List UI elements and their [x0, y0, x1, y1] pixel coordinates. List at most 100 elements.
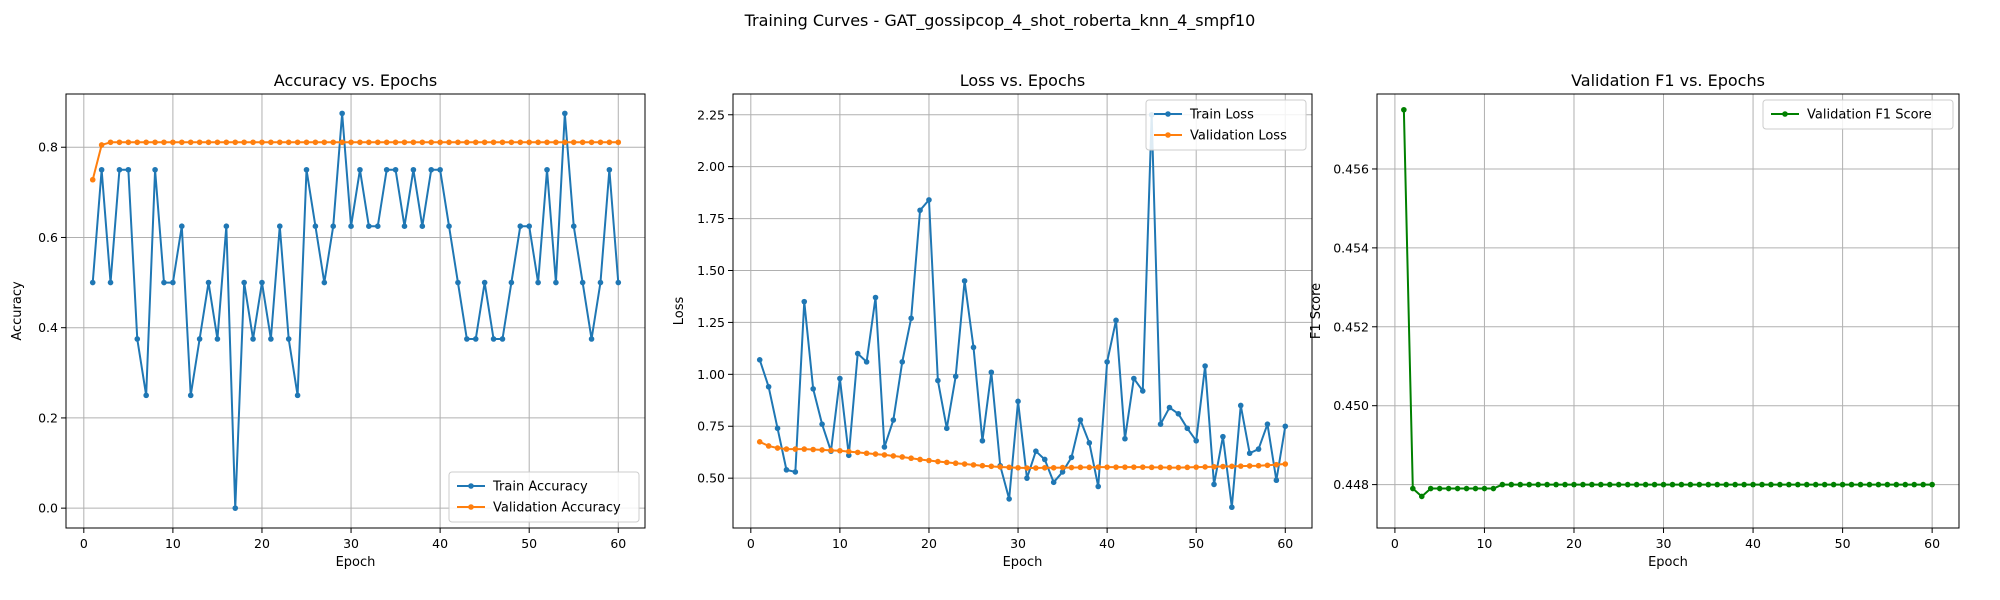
data-point [348, 223, 354, 229]
legend-frame [1145, 99, 1307, 151]
data-point [1517, 481, 1524, 488]
data-point [383, 139, 390, 146]
data-point [863, 450, 870, 457]
plot-frame [732, 93, 1313, 529]
data-point [1157, 464, 1164, 471]
data-point [241, 139, 247, 146]
data-point [1902, 481, 1909, 488]
data-point [1015, 464, 1021, 471]
data-point [116, 166, 123, 173]
x-tick-label: 60 [610, 536, 626, 551]
data-point [1615, 481, 1622, 488]
data-point [374, 223, 381, 229]
data-point [1006, 464, 1012, 471]
data-point [588, 336, 595, 342]
data-point [383, 166, 390, 173]
x-axis-label: Epoch [336, 555, 376, 570]
data-point [357, 166, 363, 173]
data-point [570, 223, 577, 229]
data-point [508, 139, 515, 146]
data-point [392, 139, 399, 146]
data-point [214, 336, 221, 342]
data-point [125, 166, 132, 173]
legend-swatch-marker [468, 483, 474, 489]
data-point [517, 139, 524, 146]
data-point [312, 139, 319, 146]
y-axis-label: F1 Score [1309, 283, 1324, 339]
data-point [1830, 481, 1837, 488]
legend-label: Train Loss [1189, 108, 1254, 123]
data-point [1803, 481, 1810, 488]
data-point [98, 142, 105, 148]
data-point [783, 467, 790, 473]
data-point [1006, 496, 1012, 502]
data-point [1211, 463, 1217, 470]
data-point [926, 197, 932, 203]
legend-frame [448, 471, 640, 523]
data-point [1068, 454, 1075, 461]
data-point [810, 386, 816, 392]
y-tick-label: 0.6 [38, 230, 58, 245]
data-point [268, 139, 274, 146]
data-point [1544, 481, 1550, 488]
x-tick-label: 20 [921, 536, 937, 551]
data-point [1166, 404, 1173, 411]
data-point [819, 421, 825, 427]
data-point [1508, 481, 1515, 488]
data-point [863, 359, 870, 365]
data-point [1812, 481, 1819, 488]
data-point [1033, 448, 1039, 454]
data-point [553, 139, 559, 146]
data-point [1795, 481, 1801, 488]
data-point [259, 139, 265, 146]
data-point [1463, 485, 1470, 492]
data-point [1920, 481, 1926, 488]
data-point [908, 455, 914, 462]
data-point [303, 166, 310, 173]
data-point [321, 279, 328, 286]
x-tick-label: 20 [254, 536, 270, 551]
data-point [846, 448, 852, 455]
data-point [179, 139, 185, 146]
data-point [837, 447, 843, 454]
data-point [410, 139, 417, 146]
data-point [170, 139, 176, 146]
data-point [259, 279, 265, 286]
data-point [321, 139, 328, 146]
data-point [1401, 106, 1407, 113]
data-point [1282, 423, 1289, 430]
data-point [410, 166, 417, 173]
data-point [357, 139, 363, 146]
legend-label: Validation F1 Score [1807, 108, 1932, 123]
data-point [792, 469, 799, 475]
data-point [535, 279, 541, 286]
data-point [89, 176, 96, 183]
chart-legend: Train Accuracy Validation Accuracy [448, 471, 640, 523]
data-point [1660, 481, 1667, 488]
data-point [366, 139, 372, 146]
data-point [98, 166, 105, 173]
x-tick-label: 0 [80, 536, 88, 551]
data-point [285, 139, 292, 146]
data-point [1786, 481, 1792, 488]
data-point [455, 139, 461, 146]
x-axis-label: Epoch [1003, 555, 1043, 570]
data-point [1050, 464, 1057, 471]
chart-legend: Validation F1 Score [1762, 99, 1954, 130]
data-point [116, 139, 123, 146]
data-point [1589, 481, 1595, 488]
data-point [241, 279, 247, 286]
data-point [196, 139, 203, 146]
data-point [152, 166, 158, 173]
data-point [1580, 481, 1586, 488]
data-point [1086, 464, 1093, 471]
data-point [1175, 464, 1182, 471]
data-point [1246, 450, 1253, 457]
data-point [330, 223, 337, 229]
data-point [1095, 464, 1102, 470]
legend-swatch-marker [1165, 111, 1171, 117]
data-point [854, 350, 861, 357]
series-line-1 [758, 113, 1287, 509]
data-point [143, 139, 149, 146]
data-point [1122, 435, 1128, 442]
